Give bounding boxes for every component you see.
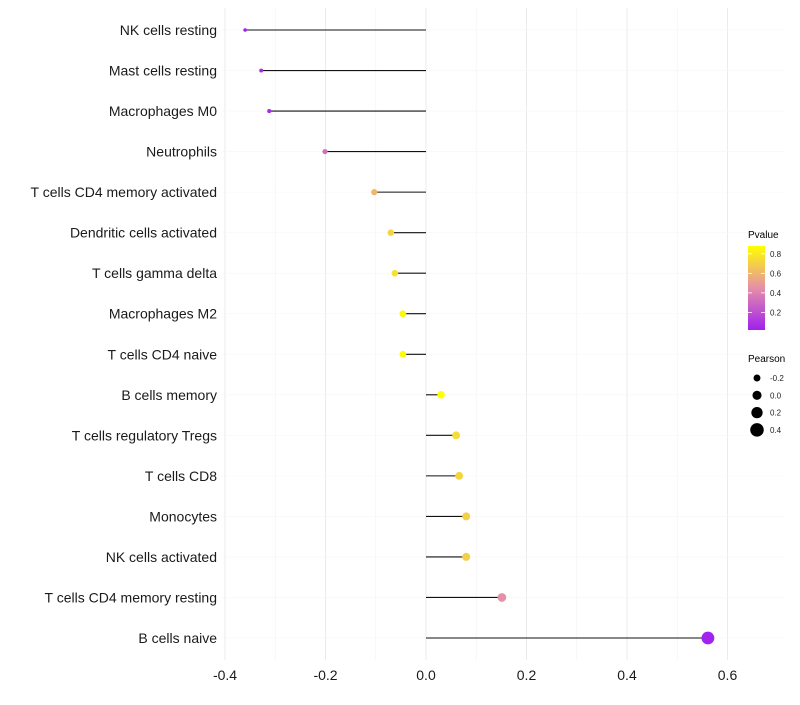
data-point	[371, 189, 378, 196]
y-tick-label: Macrophages M0	[109, 103, 217, 119]
x-tick-label: -0.2	[313, 667, 337, 683]
y-tick-label: T cells CD4 memory activated	[31, 184, 217, 200]
y-tick-label: NK cells resting	[120, 22, 217, 38]
data-point	[452, 431, 461, 440]
y-tick-label: T cells CD4 memory resting	[45, 589, 217, 605]
y-tick-label: B cells naive	[138, 630, 217, 646]
pvalue-legend-title: Pvalue	[748, 230, 779, 241]
data-point	[462, 512, 471, 521]
data-point	[259, 68, 264, 73]
pearson-legend-title: Pearson	[748, 354, 785, 365]
colorbar-label: 0.4	[770, 289, 782, 298]
colorbar-label: 0.2	[770, 308, 782, 317]
colorbar-label: 0.8	[770, 250, 782, 259]
data-point	[391, 269, 399, 277]
data-point	[497, 593, 507, 602]
y-tick-label: T cells CD8	[145, 468, 217, 484]
grid-lines	[222, 8, 785, 660]
data-points	[243, 28, 715, 645]
y-tick-label: B cells memory	[121, 387, 217, 403]
size-key-label: 0.4	[770, 426, 782, 435]
x-tick-label: -0.4	[213, 667, 237, 683]
lollipop-stems	[245, 29, 708, 639]
y-tick-label: Neutrophils	[146, 144, 217, 160]
size-key-dot	[750, 423, 764, 437]
pvalue-colorbar	[748, 246, 765, 330]
y-tick-label: Dendritic cells activated	[70, 225, 217, 241]
data-point	[701, 631, 715, 645]
size-key-dot	[753, 374, 761, 382]
y-axis-labels: NK cells resting Mast cells resting Macrop…	[31, 22, 218, 646]
y-tick-label: T cells regulatory Tregs	[72, 427, 217, 443]
x-tick-label: 0.0	[416, 667, 436, 683]
size-key-dot	[752, 390, 762, 400]
x-tick-label: 0.2	[517, 667, 537, 683]
x-axis-labels: -0.4 -0.2 0.0 0.2 0.4 0.6	[213, 667, 738, 683]
colorbar-label: 0.6	[770, 269, 782, 278]
data-point	[322, 149, 328, 155]
data-point	[387, 229, 395, 236]
x-tick-label: 0.4	[617, 667, 637, 683]
size-key-label: -0.2	[770, 374, 784, 383]
y-tick-label: Mast cells resting	[109, 63, 217, 79]
pearson-legend: Pearson -0.2 0.0 0.2 0.4	[748, 354, 785, 437]
size-key-label: 0.2	[770, 409, 782, 418]
y-tick-label: NK cells activated	[106, 549, 217, 565]
data-point	[399, 350, 407, 358]
y-tick-label: Monocytes	[149, 508, 217, 524]
data-point	[243, 28, 247, 32]
data-point	[399, 310, 407, 318]
y-tick-label: T cells CD4 naive	[108, 346, 218, 362]
data-point	[462, 552, 471, 561]
y-tick-label: T cells gamma delta	[92, 265, 217, 281]
data-point	[267, 109, 272, 114]
pvalue-legend: Pvalue 0.8 0.6 0.4 0.2	[748, 230, 782, 330]
y-tick-label: Macrophages M2	[109, 306, 217, 322]
size-key-dot	[751, 406, 763, 419]
x-tick-label: 0.6	[718, 667, 738, 683]
size-key-label: 0.0	[770, 391, 782, 400]
data-point	[455, 471, 464, 480]
data-point	[437, 391, 445, 399]
